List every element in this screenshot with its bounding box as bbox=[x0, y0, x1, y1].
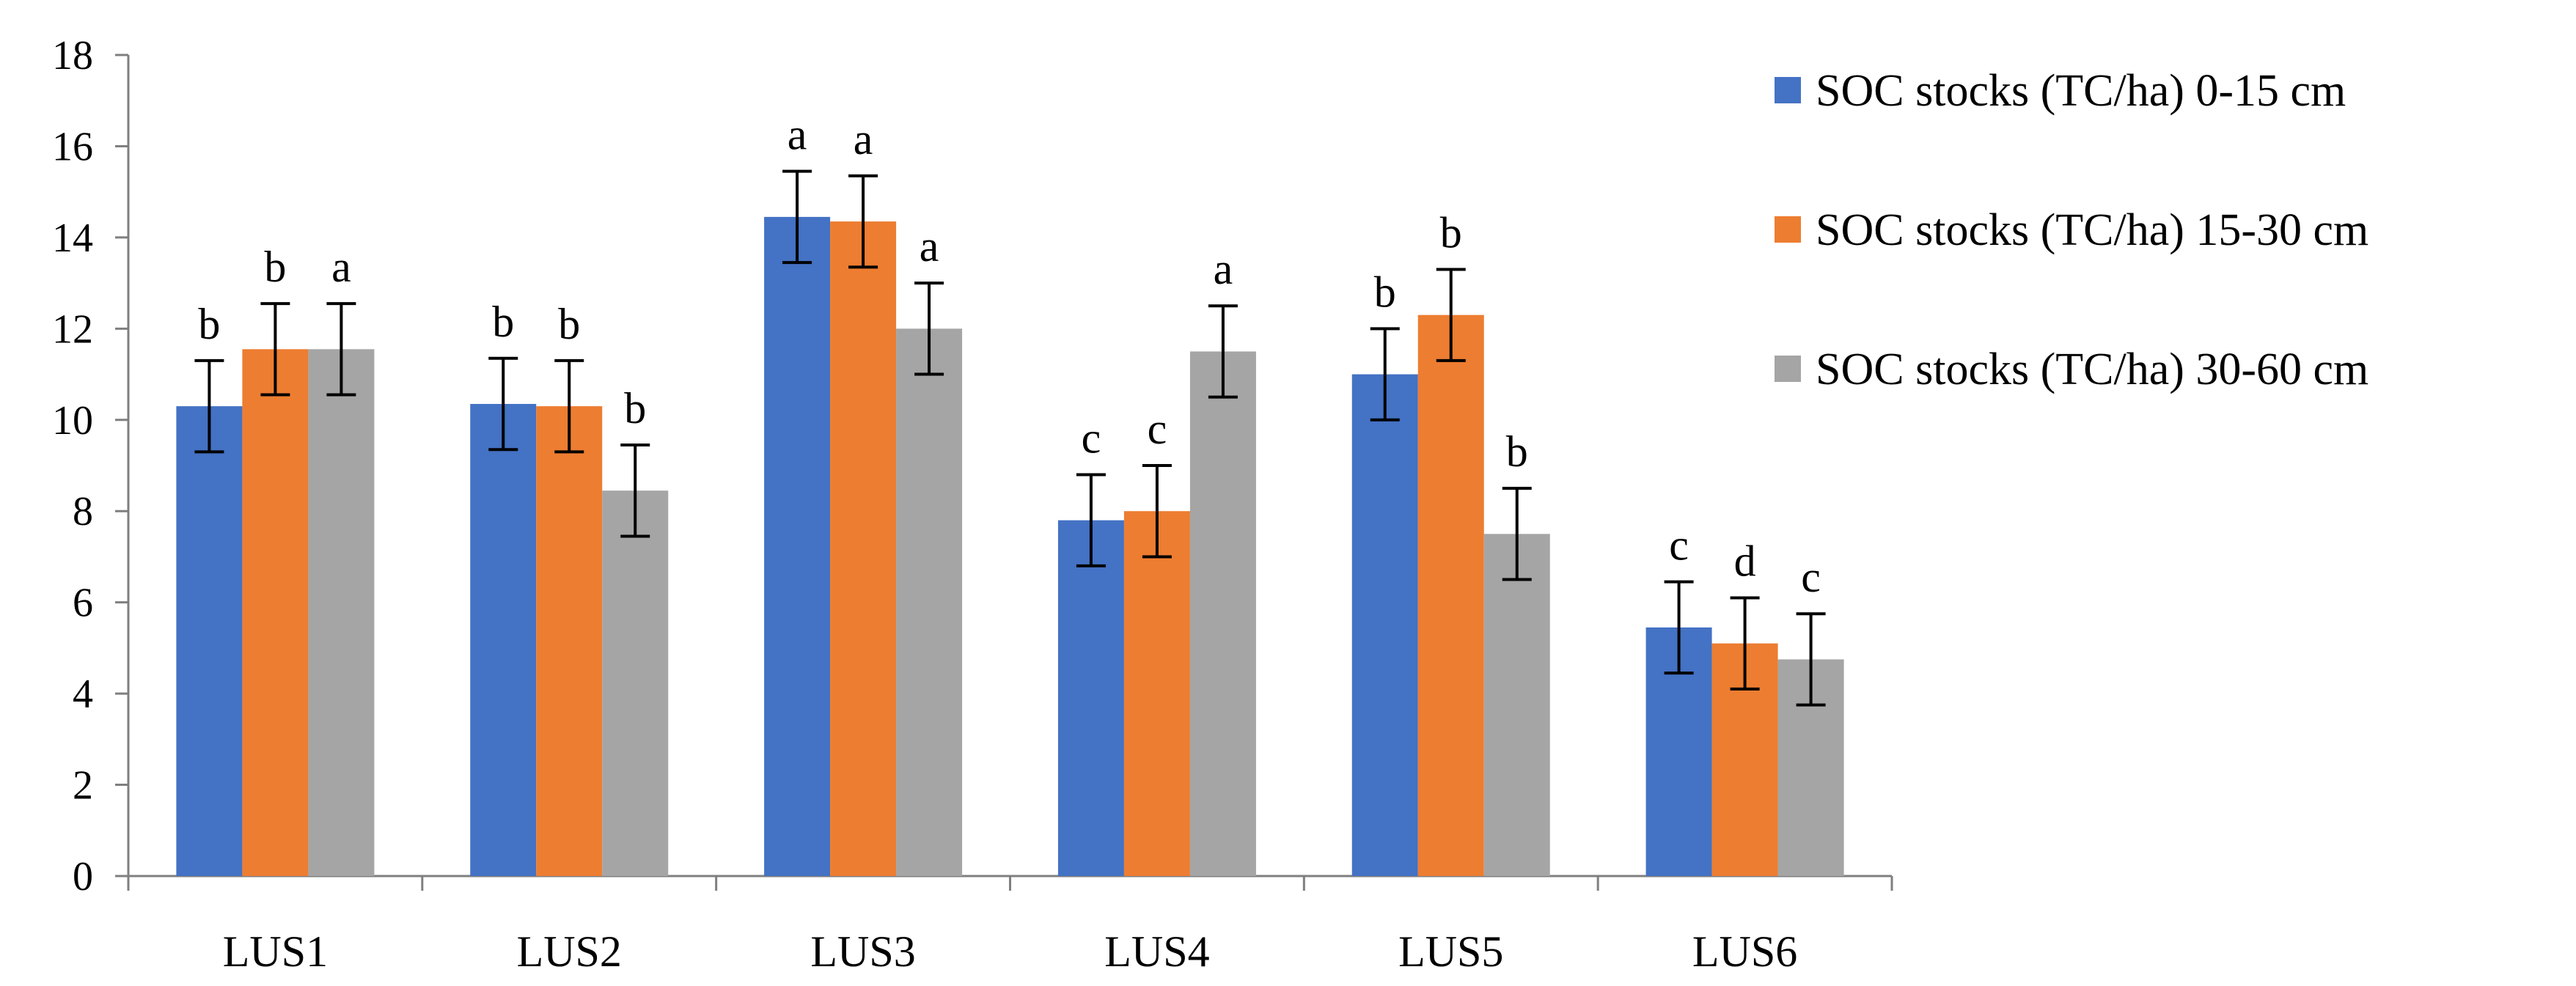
legend-label: SOC stocks (TC/ha) 15-30 cm bbox=[1816, 205, 2368, 255]
significance-letter: d bbox=[1734, 537, 1756, 585]
bar-lus3-series-1 bbox=[764, 216, 831, 876]
bars bbox=[176, 216, 1844, 877]
bar-lus3-series-3 bbox=[896, 328, 963, 876]
significance-letter: b bbox=[558, 300, 580, 348]
legend-label: SOC stocks (TC/ha) 0-15 cm bbox=[1816, 66, 2346, 116]
significance-letter: a bbox=[331, 243, 351, 291]
bar-lus1-series-2 bbox=[242, 349, 309, 876]
significance-letter: c bbox=[1148, 405, 1167, 453]
legend-swatch bbox=[1775, 356, 1801, 382]
bar-lus4-series-2 bbox=[1123, 511, 1190, 876]
x-category-label: LUS4 bbox=[1104, 927, 1209, 976]
y-tick-label: 6 bbox=[73, 581, 93, 626]
bar-lus5-series-1 bbox=[1351, 374, 1418, 876]
bar-lus5-series-3 bbox=[1483, 534, 1550, 876]
bar-lus1-series-3 bbox=[308, 349, 375, 876]
x-category-label: LUS2 bbox=[517, 927, 622, 976]
y-tick-label: 16 bbox=[52, 124, 93, 169]
significance-letter: b bbox=[198, 300, 220, 348]
bar-lus2-series-1 bbox=[470, 404, 537, 876]
significance-letter: c bbox=[1082, 413, 1101, 462]
significance-letter: c bbox=[1669, 521, 1689, 570]
significance-letter: b bbox=[1374, 268, 1396, 316]
x-category-label: LUS3 bbox=[810, 927, 915, 976]
significance-letter: b bbox=[1506, 427, 1528, 476]
bar-lus3-series-2 bbox=[830, 221, 897, 877]
error-bars bbox=[194, 169, 1826, 707]
significance-letter: b bbox=[624, 384, 646, 433]
significance-letter: a bbox=[1214, 245, 1233, 293]
legend-swatch bbox=[1775, 77, 1801, 103]
significance-letter: a bbox=[788, 111, 807, 159]
bar-lus5-series-2 bbox=[1417, 314, 1484, 877]
y-tick-label: 12 bbox=[52, 306, 93, 352]
y-tick-label: 8 bbox=[73, 489, 93, 534]
y-tick-label: 18 bbox=[52, 33, 93, 78]
x-category-label: LUS1 bbox=[223, 927, 328, 976]
y-tick-label: 4 bbox=[73, 672, 93, 717]
legend-swatch bbox=[1775, 216, 1801, 243]
x-category-label: LUS6 bbox=[1692, 927, 1797, 976]
x-category-label: LUS5 bbox=[1398, 927, 1503, 976]
bar-lus4-series-1 bbox=[1057, 520, 1124, 876]
y-tick-label: 2 bbox=[73, 763, 93, 809]
legend-label: SOC stocks (TC/ha) 30-60 cm bbox=[1816, 345, 2368, 394]
x-axis: LUS1 LUS2 LUS3 LUS4 LUS5 LUS6 bbox=[127, 875, 1893, 976]
significance-letter: a bbox=[854, 115, 873, 163]
significance-letter: a bbox=[920, 222, 939, 271]
bar-lus2-series-2 bbox=[536, 406, 603, 876]
y-tick-label: 10 bbox=[52, 398, 93, 444]
y-axis: 0 2 4 6 8 10 12 14 16 18 bbox=[52, 33, 130, 899]
bar-lus4-series-3 bbox=[1189, 351, 1256, 876]
bar-lus1-series-1 bbox=[176, 406, 243, 876]
significance-letter: b bbox=[264, 243, 286, 291]
y-tick-label: 0 bbox=[73, 854, 93, 899]
significance-letter: b bbox=[1440, 208, 1462, 257]
bar-lus2-series-3 bbox=[602, 490, 669, 876]
y-tick-label: 14 bbox=[52, 216, 93, 261]
significance-letter: b bbox=[492, 298, 514, 346]
legend: SOC stocks (TC/ha) 0-15 cm SOC stocks (TC… bbox=[1775, 66, 2368, 394]
significance-letter: c bbox=[1801, 553, 1821, 601]
